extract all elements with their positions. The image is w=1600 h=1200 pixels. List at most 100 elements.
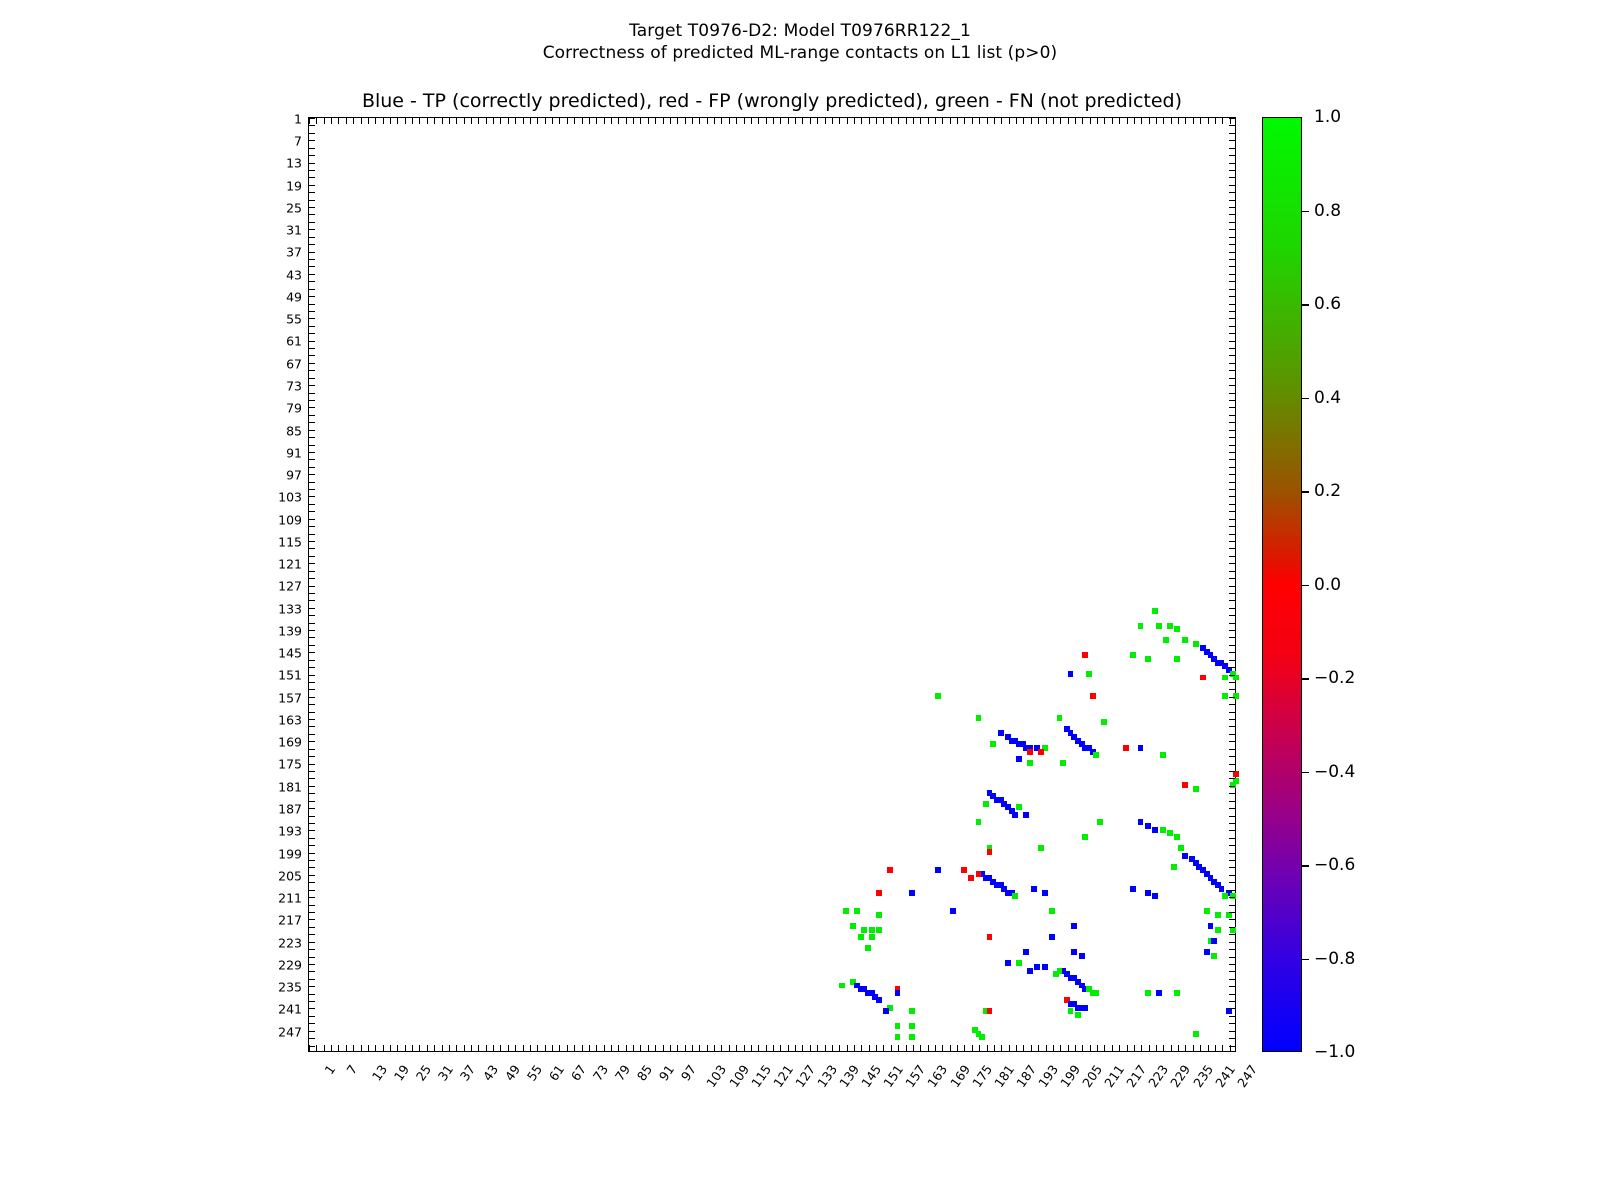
contact-cell-fn <box>1130 652 1137 659</box>
contact-cell-tp <box>1060 967 1067 974</box>
contact-cell-fn <box>1174 656 1181 662</box>
contact-cell-tp <box>1063 726 1070 733</box>
x-tick-label: 211 <box>1101 1062 1128 1091</box>
y-tick-label: 145 <box>278 645 302 661</box>
contact-cell-tp <box>1005 733 1011 740</box>
y-tick-label: 115 <box>278 534 302 550</box>
x-tick-label: 31 <box>435 1062 457 1084</box>
x-tick-label: 7 <box>343 1062 361 1078</box>
contact-cell-fp <box>1082 652 1089 659</box>
contact-cell-fn <box>876 912 882 918</box>
contact-cell-fn <box>1233 674 1240 681</box>
contact-cell-fn <box>1086 670 1092 677</box>
contact-cell-fn <box>1137 622 1144 629</box>
contact-cell-tp <box>1034 963 1041 970</box>
contact-cell-fp <box>968 874 975 881</box>
y-tick-label: 157 <box>278 690 302 706</box>
colorbar-tick-label: 0.2 <box>1314 481 1342 501</box>
x-tick-label: 133 <box>814 1062 841 1091</box>
contact-cell-fn <box>842 908 849 915</box>
colorbar-tick <box>1302 678 1309 680</box>
contact-cell-fn <box>990 741 997 748</box>
contact-cell-tp <box>876 997 882 1004</box>
x-tick-label: 199 <box>1057 1062 1084 1091</box>
contact-cell-tp <box>1071 949 1078 956</box>
contact-cell-tp <box>1008 737 1015 744</box>
contact-cell-tp <box>1012 811 1019 818</box>
contact-cell-tp <box>1086 745 1092 751</box>
contact-cell-fn <box>868 934 875 941</box>
contact-cell-tp <box>1001 886 1008 892</box>
contact-cell-tp <box>1196 863 1203 870</box>
contact-cell-fn <box>975 1030 982 1037</box>
contact-cell-tp <box>854 982 860 989</box>
contact-cell-tp <box>1214 659 1221 666</box>
contact-cell-tp <box>1041 889 1048 896</box>
contact-cell-tp <box>990 793 997 800</box>
contact-cell-fn <box>975 715 982 722</box>
contact-cell-fp <box>986 848 993 855</box>
x-tick-label: 151 <box>880 1062 907 1091</box>
y-tick-label: 7 <box>294 133 302 149</box>
colorbar-tick-label: 0.0 <box>1314 574 1342 595</box>
contact-cell-tp <box>1200 644 1207 651</box>
contact-cell-fn <box>876 926 882 933</box>
y-tick-label: 43 <box>286 267 302 283</box>
x-tick-label: 85 <box>633 1062 656 1084</box>
contact-cell-fn <box>894 1023 901 1030</box>
x-tick-label: 97 <box>678 1062 700 1084</box>
contact-cell-fn <box>1174 834 1181 841</box>
contact-cell-fn <box>1214 926 1221 933</box>
contact-map-plot-area[interactable] <box>308 117 1240 1052</box>
contact-cell-fn <box>1082 834 1089 841</box>
colorbar-tick-label: 0.6 <box>1314 294 1342 314</box>
x-tick-label: 145 <box>858 1062 885 1091</box>
contact-cell-fp <box>1038 748 1044 755</box>
contact-cell-fn <box>854 908 860 915</box>
contact-cell-tp <box>1071 975 1078 982</box>
contact-cell-tp <box>1152 826 1159 833</box>
contact-cell-fn <box>1056 715 1063 722</box>
contact-cell-tp <box>1078 982 1085 989</box>
contact-cell-tp <box>935 867 941 874</box>
contact-cell-fn <box>1144 656 1151 662</box>
colorbar-tick-label: 0.4 <box>1314 387 1342 408</box>
contact-cell-tp <box>1203 949 1210 956</box>
contact-cell-tp <box>1137 745 1144 751</box>
title-line-2: Correctness of predicted ML-range contac… <box>542 43 1058 63</box>
contact-cell-tp <box>1030 886 1037 892</box>
y-tick-label: 241 <box>278 1001 302 1017</box>
contact-cell-tp <box>1012 737 1019 744</box>
contact-cell-fn <box>868 926 875 933</box>
y-tick-label: 223 <box>278 935 302 951</box>
colorbar-tick <box>1302 584 1309 586</box>
contact-cell-fn <box>857 934 864 941</box>
contact-cell-fp <box>1063 997 1070 1004</box>
contact-cell-tp <box>1067 730 1074 737</box>
contact-cell-tp <box>1049 934 1056 941</box>
y-tick-label: 49 <box>286 289 302 305</box>
contact-cell-tp <box>894 989 901 996</box>
x-tick-label: 127 <box>792 1062 818 1091</box>
contact-cell-fn <box>1229 670 1236 677</box>
y-tick-label: 97 <box>286 467 302 483</box>
contact-cell-fn <box>1093 752 1100 759</box>
contact-cell-tp <box>1067 1001 1074 1007</box>
contact-cell-fn <box>1222 893 1229 900</box>
contact-cell-tp <box>997 730 1004 737</box>
contact-cell-tp <box>1207 652 1214 659</box>
contact-cell-fn <box>850 978 857 985</box>
contact-cell-tp <box>997 882 1004 889</box>
contact-cell-tp <box>1019 741 1026 748</box>
colorbar-tick <box>1302 397 1309 399</box>
axis-minor-ticks-bottom <box>309 1045 1235 1051</box>
x-tick-label: 79 <box>611 1062 634 1084</box>
x-tick-label: 1 <box>321 1062 339 1078</box>
y-tick-label: 61 <box>286 333 302 349</box>
contact-cell-fn <box>1229 926 1236 933</box>
contact-cell-fn <box>1089 989 1096 996</box>
contact-cell-tp <box>1207 923 1214 930</box>
contact-cell-tp <box>993 796 1000 803</box>
contact-cell-fn <box>1229 782 1236 789</box>
x-tick-label: 229 <box>1167 1062 1194 1091</box>
